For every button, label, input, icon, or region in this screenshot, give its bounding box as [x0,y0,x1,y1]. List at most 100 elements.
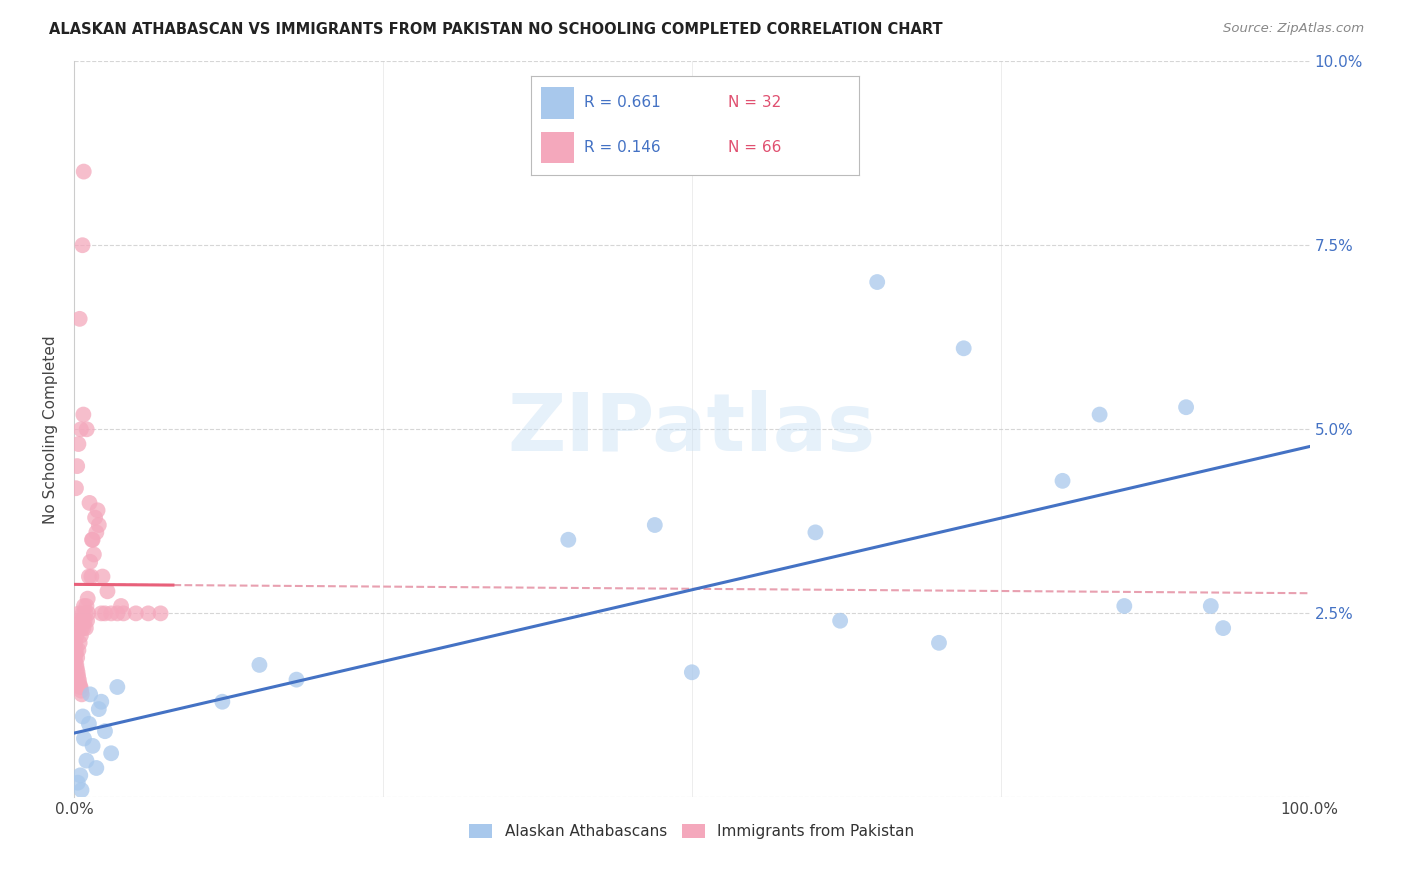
Text: Source: ZipAtlas.com: Source: ZipAtlas.com [1223,22,1364,36]
Point [1052,474,1074,488]
Point [79,555,101,569]
Point [1088,408,1111,422]
Point [65,657,87,672]
Point [75,621,97,635]
Point [1114,599,1136,613]
Point [644,518,666,533]
Point [69,636,91,650]
Point [83,548,105,562]
Point [82,533,104,547]
Point [73,164,96,178]
Point [72,621,94,635]
Point [75,754,97,768]
Point [86,525,108,540]
Point [70,783,93,797]
Point [65,636,87,650]
Point [84,510,107,524]
Point [76,591,98,606]
Point [77,607,100,621]
Point [681,665,703,680]
Point [66,662,89,676]
Point [69,311,91,326]
Point [77,569,100,583]
Point [804,525,827,540]
Point [75,599,97,613]
Point [65,647,87,661]
Point [65,628,87,642]
Point [66,459,89,474]
Point [66,665,89,680]
Point [63,650,86,665]
Point [70,683,93,698]
Point [70,422,93,436]
Point [70,614,93,628]
Point [80,533,103,547]
Point [77,716,100,731]
Point [70,621,93,635]
Point [73,731,96,746]
Point [136,607,159,621]
Point [830,614,852,628]
Point [69,680,91,694]
Point [86,761,108,775]
Point [76,422,98,436]
Point [94,724,117,739]
Point [67,669,90,683]
Point [90,607,112,621]
Point [72,709,94,723]
Point [110,599,132,613]
Point [72,607,94,621]
Point [90,695,112,709]
Point [125,607,148,621]
Point [94,607,117,621]
Point [66,650,89,665]
Point [65,643,87,657]
Point [249,657,271,672]
Point [211,695,233,709]
Text: ZIPatlas: ZIPatlas [508,391,876,468]
Point [149,607,172,621]
Point [73,599,96,613]
Point [96,584,118,599]
Point [557,533,579,547]
Point [70,687,93,701]
Point [70,628,93,642]
Point [105,607,128,621]
Point [67,673,90,687]
Y-axis label: No Schooling Completed: No Schooling Completed [44,335,58,524]
Text: ALASKAN ATHABASCAN VS IMMIGRANTS FROM PAKISTAN NO SCHOOLING COMPLETED CORRELATIO: ALASKAN ATHABASCAN VS IMMIGRANTS FROM PA… [49,22,943,37]
Point [75,607,97,621]
Point [66,621,89,635]
Point [73,614,96,628]
Legend: Alaskan Athabascans, Immigrants from Pakistan: Alaskan Athabascans, Immigrants from Pak… [464,818,921,845]
Point [65,481,87,495]
Point [112,607,135,621]
Point [80,569,103,583]
Point [72,408,94,422]
Point [87,702,110,716]
Point [67,437,90,451]
Point [952,341,974,355]
Point [1212,621,1234,635]
Point [87,518,110,533]
Point [69,614,91,628]
Point [79,496,101,510]
Point [285,673,308,687]
Point [63,654,86,668]
Point [100,607,122,621]
Point [1175,401,1198,415]
Point [76,614,98,628]
Point [66,775,89,789]
Point [91,569,114,583]
Point [105,680,128,694]
Point [72,238,94,252]
Point [79,687,101,701]
Point [67,643,90,657]
Point [100,746,122,760]
Point [928,636,950,650]
Point [69,768,91,782]
Point [86,503,108,517]
Point [866,275,889,289]
Point [1199,599,1222,613]
Point [82,739,104,753]
